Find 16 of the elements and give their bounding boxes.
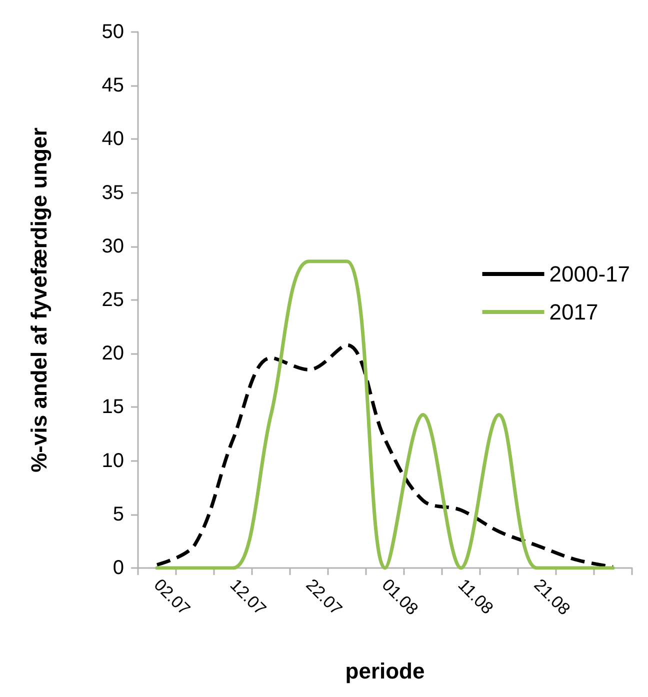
legend-label: 2000-17 [549,262,630,286]
x-axis-title: periode [345,658,425,684]
y-tick-label: 20 [102,342,124,365]
legend-label: 2017 [549,300,598,324]
y-tick-label: 50 [102,21,124,43]
y-tick-label: 15 [102,396,124,418]
y-tick-label: 0 [112,557,124,579]
y-axis-title: %-vis andel af fyvefærdige unger [26,127,52,472]
y-tick-label: 40 [102,128,124,150]
y-tick-label: 25 [102,289,124,311]
y-tick-label: 10 [102,450,124,472]
line-series [155,343,615,569]
y-tick-label: 35 [102,182,124,204]
y-tick-label: 5 [112,503,124,526]
y-tick-label: 45 [102,74,124,97]
y-tick-label: 30 [102,235,124,258]
